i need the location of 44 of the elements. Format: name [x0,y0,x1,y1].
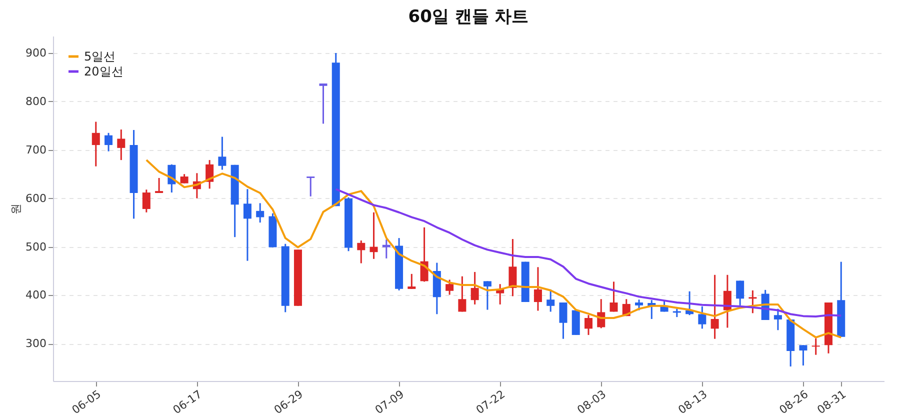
candlestick [534,266,542,312]
chart-title: 60일 캔들 차트 [408,7,529,27]
candlestick [180,173,188,184]
candlestick [812,338,820,356]
y-tick-label: 800 [26,94,46,108]
candlestick [218,136,226,170]
candlestick [748,290,757,314]
candlestick [319,82,328,124]
candlestick [584,314,592,336]
candlestick [117,128,126,161]
candlestick [408,273,416,290]
legend-label: 5일선 [84,50,116,64]
y-tick-label: 500 [26,240,46,254]
candlestick [774,308,782,331]
candlestick [736,280,744,306]
legend-label: 20일선 [84,64,124,78]
candlestick [306,176,315,198]
y-axis-title: 원 [10,204,23,214]
candlestick [370,212,378,260]
candlestick [142,188,150,214]
candlestick [357,240,366,264]
y-tick-label: 300 [26,337,46,350]
candlestick [446,278,454,296]
candlestick [610,280,618,312]
candlestick [470,271,479,306]
candlestick [155,177,164,194]
candlestick [710,274,719,340]
candlestick [92,121,100,168]
y-tick-label: 900 [26,46,46,60]
y-tick-label: 700 [26,143,46,156]
candlestick [635,298,644,312]
candlestick [256,202,264,224]
candlestick [458,276,466,312]
candlestick [483,280,492,311]
candlestick [243,188,252,262]
y-tick-label: 600 [26,192,46,205]
candlestick [382,238,390,260]
candlestick [799,344,808,366]
candlestick [559,302,568,340]
candlestick [546,288,555,312]
y-tick-label: 400 [26,288,46,302]
candlestick [104,132,113,152]
candlestick [508,238,517,297]
candlestick [698,306,706,330]
